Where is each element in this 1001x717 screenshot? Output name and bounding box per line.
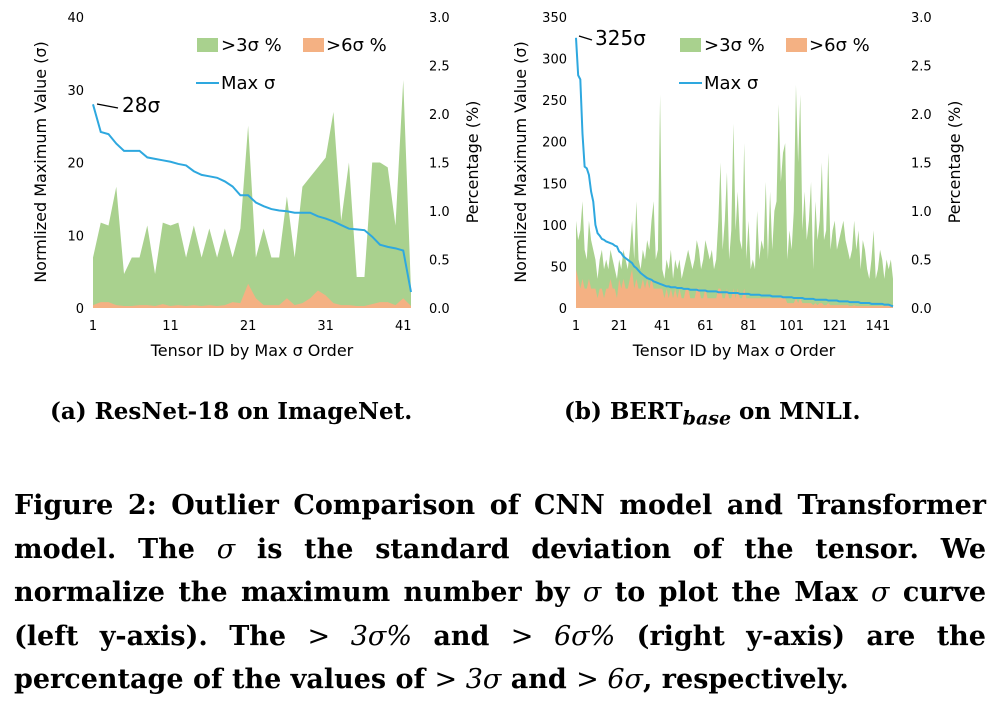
y-left-tick-label: 30 [67, 84, 84, 99]
caption-part: and [501, 664, 577, 695]
area-series-gt3sigma [93, 80, 411, 308]
y-right-tick-label: 2.0 [911, 108, 932, 123]
legend-swatch-gt6sigma [303, 38, 324, 52]
line-series-max-sigma [92, 104, 412, 293]
y-right-tick-label: 2.5 [911, 60, 932, 75]
y-right-tick-label: 1.5 [911, 157, 932, 172]
y-right-tick-label: 0.0 [429, 302, 450, 317]
y-right-tick-label: 2.5 [429, 60, 450, 75]
x-axis-title: Tensor ID by Max σ Order [632, 341, 836, 360]
legend-swatch-gt6sigma [786, 38, 807, 52]
caption-part: curve (left y-axis). The [14, 577, 986, 652]
caption-math: > 3σ% [307, 620, 412, 652]
subcaption-bert: (b) BERTbase on MNLI. [564, 398, 861, 438]
legend-swatch-gt3sigma [680, 38, 701, 52]
y-right-tick-label: 0.0 [911, 302, 932, 317]
caption-math: > 6σ [576, 664, 643, 695]
caption-math: σ [216, 533, 236, 565]
y-left-tick-label: 10 [67, 229, 84, 244]
caption-math: > 6σ% [510, 620, 616, 652]
x-tick-label: 1 [89, 319, 97, 334]
subcaption-bert-prefix: (b) BERT [564, 398, 683, 425]
y-right-axis-title: Percentage (%) [463, 101, 482, 224]
caption-math: > 3σ [434, 664, 502, 695]
y-left-tick-label: 50 [550, 260, 567, 275]
annotation-leader-line [96, 103, 119, 109]
resnet-chart: 1 11 21 31 410102030400.00.51.01.52.02.53.0T… [31, 11, 482, 360]
y-right-tick-label: 1.0 [429, 205, 450, 220]
x-tick-label: 101 [779, 319, 804, 334]
caption-part: , respectively. [643, 664, 849, 695]
x-tick-label: 141 [865, 319, 890, 334]
caption-part: is the standard deviation of the tensor.… [14, 533, 986, 609]
y-left-tick-label: 20 [67, 157, 84, 172]
area-series-gt6sigma [576, 269, 893, 308]
y-left-tick-label: 0 [76, 302, 84, 317]
y-right-tick-label: 3.0 [429, 11, 450, 26]
y-left-tick-label: 0 [559, 302, 567, 317]
y-left-tick-label: 350 [542, 11, 567, 26]
x-tick-label: 121 [822, 319, 847, 334]
annotation-max-value: 325σ [595, 26, 646, 50]
caption-math: σ [582, 577, 602, 608]
area-series-gt3sigma [576, 84, 893, 309]
subcaption-bert-suffix: on MNLI. [731, 398, 861, 425]
y-right-tick-label: 1.0 [911, 205, 932, 220]
y-right-tick-label: 0.5 [911, 254, 932, 269]
legend-swatch-gt3sigma [197, 38, 218, 52]
annotation-leader-line [578, 35, 593, 41]
x-tick-label: 41 [654, 319, 671, 334]
legend-label-max-sigma: Max σ [221, 73, 275, 94]
subcaption-bert-subscript: base [682, 407, 732, 430]
y-left-tick-label: 300 [542, 53, 567, 68]
y-left-tick-label: 250 [542, 94, 567, 109]
x-tick-label: 81 [740, 319, 757, 334]
y-left-tick-label: 200 [542, 136, 567, 151]
x-tick-label: 61 [697, 319, 714, 334]
legend-label-gt3sigma: >3σ % [221, 35, 282, 56]
line-series-max-sigma [575, 37, 894, 308]
y-right-axis-title: Percentage (%) [945, 101, 964, 224]
area-series-gt6sigma [93, 283, 411, 308]
x-tick-label: 31 [317, 319, 334, 334]
caption-part: (right y-axis) are the percentage of the… [14, 620, 986, 696]
y-right-tick-label: 1.5 [429, 157, 450, 172]
y-right-tick-label: 0.5 [429, 254, 450, 269]
caption-math: σ [871, 577, 890, 608]
x-tick-label: 11 [162, 319, 179, 334]
x-tick-label: 1 [572, 319, 580, 334]
y-left-tick-label: 150 [542, 177, 567, 192]
y-left-tick-label: 40 [67, 11, 84, 26]
x-tick-label: 21 [611, 319, 628, 334]
caption-part: Figure 2: Outlier Comparison of CNN mode… [14, 490, 986, 565]
legend-label-gt6sigma: >6σ % [326, 35, 387, 56]
y-left-tick-label: 100 [542, 219, 567, 234]
resnet-chart-panel: 1 11 21 31 41 0 10 20 30 40 0.0 0.5 1.0 1.5 2.0 2.5 3.0 T… [0, 0, 500, 380]
bert-chart: 1 21 41 61 81 101 121 1410501001502002503003500… [511, 11, 964, 360]
caption-part: to plot the Max [601, 577, 872, 608]
y-right-tick-label: 2.0 [429, 108, 450, 123]
figure-caption: Figure 2: Outlier Comparison of CNN mode… [14, 484, 986, 702]
x-axis-title: Tensor ID by Max σ Order [150, 341, 354, 360]
legend-label-gt6sigma: >6σ % [809, 35, 870, 56]
subcaption-resnet: (a) ResNet-18 on ImageNet. [50, 398, 413, 425]
y-right-tick-label: 3.0 [911, 11, 932, 26]
x-tick-label: 21 [240, 319, 257, 334]
caption-part: and [411, 620, 511, 652]
y-left-axis-title: Normlized Maximum Value (σ) [511, 41, 530, 283]
x-tick-label: 41 [395, 319, 412, 334]
legend-label-gt3sigma: >3σ % [704, 35, 765, 56]
bert-chart-panel: 1 21 41 61 81 101 121 141 0 50 100 150 200 250 300 350 0… [500, 0, 1001, 380]
legend-label-max-sigma: Max σ [704, 73, 758, 94]
annotation-max-value: 28σ [122, 93, 160, 117]
y-left-axis-title: Normlized Maximum Value (σ) [31, 41, 50, 283]
